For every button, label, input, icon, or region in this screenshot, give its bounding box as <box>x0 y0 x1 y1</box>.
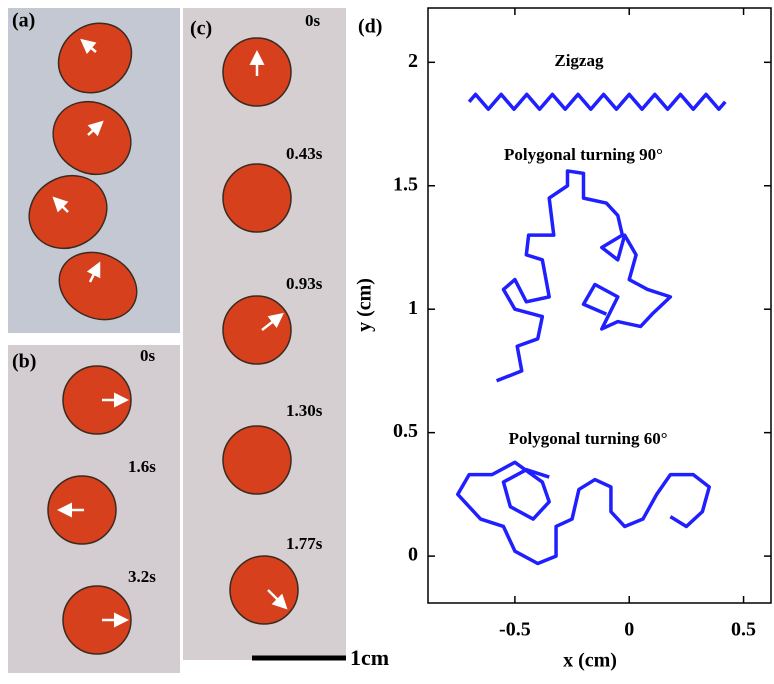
annotation: Polygonal turning 90° <box>504 145 663 164</box>
time-label: 0.43s <box>286 144 323 163</box>
time-label: 1.77s <box>286 534 323 553</box>
x-tick-label: 0.5 <box>731 619 756 641</box>
time-label: 0.93s <box>286 274 323 293</box>
x-axis-label: x (cm) <box>563 650 617 672</box>
trajectory <box>495 169 673 383</box>
time-label: 1.30s <box>286 401 323 420</box>
trajectory <box>467 92 727 111</box>
drops-c <box>222 37 299 625</box>
y-axis-label: y (cm) <box>354 278 376 332</box>
drops-b <box>47 365 132 655</box>
annotation: Polygonal turning 60° <box>509 429 668 448</box>
time-label: 3.2s <box>128 567 156 586</box>
y-tick-label: 2 <box>408 50 418 72</box>
panel-label: (b) <box>12 351 36 373</box>
drops-a <box>28 22 138 321</box>
y-tick-label: 0 <box>408 544 418 566</box>
panel-label: (c) <box>190 18 212 40</box>
panel-label: (a) <box>12 10 35 32</box>
annotation: Zigzag <box>554 51 604 70</box>
time-label: 0s <box>305 11 321 30</box>
x-tick-label: -0.5 <box>499 619 531 641</box>
y-tick-label: 0.5 <box>393 420 418 442</box>
y-tick-label: 1 <box>408 297 418 319</box>
time-label: 1.6s <box>128 457 156 476</box>
x-tick-label: 0 <box>624 619 634 641</box>
trajectory <box>455 460 712 566</box>
panel-label: (d) <box>358 16 382 38</box>
plot-frame <box>427 7 772 604</box>
y-tick-label: 1.5 <box>393 173 418 195</box>
time-label: 0s <box>140 346 156 365</box>
scale-label: 1cm <box>350 645 389 670</box>
